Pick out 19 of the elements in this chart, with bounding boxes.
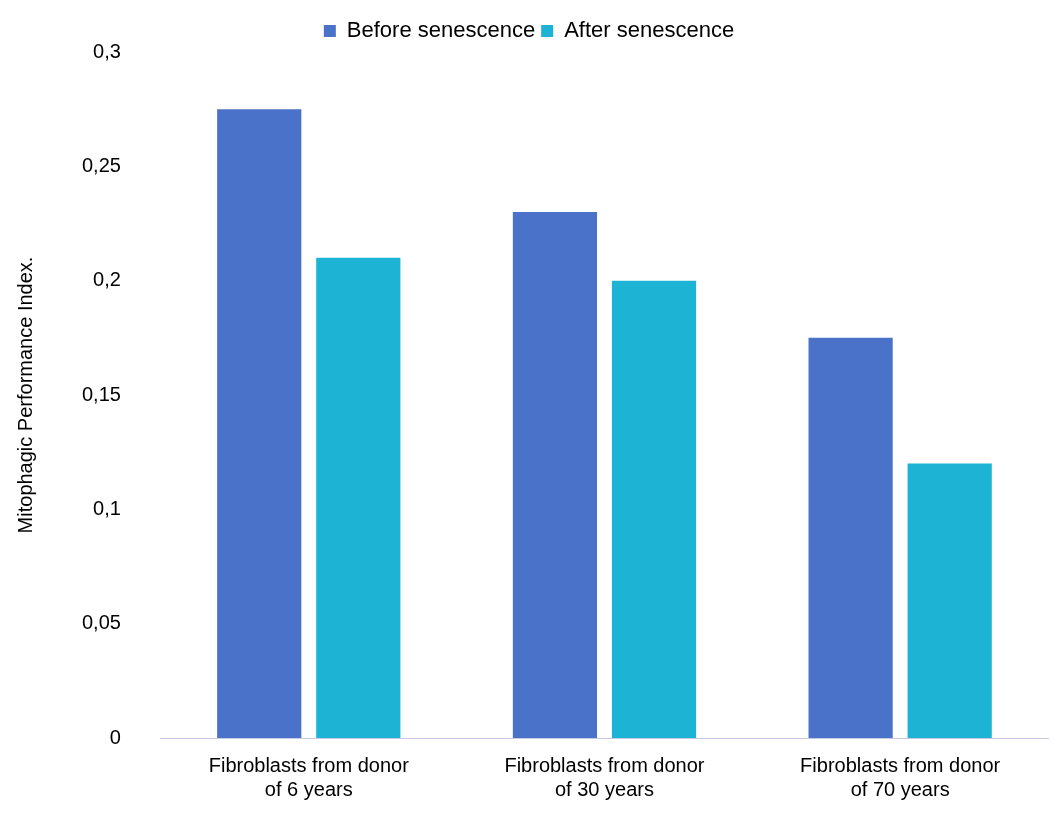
bar	[316, 257, 401, 738]
bar	[611, 280, 697, 738]
bar	[808, 337, 893, 738]
legend-label: After senescence	[564, 17, 735, 43]
y-tick-label: 0	[109, 725, 121, 748]
y-tick-label: 0,2	[93, 268, 121, 291]
y-tick-label: 0,25	[81, 153, 121, 176]
y-tick-label: 0,15	[81, 382, 121, 405]
y-axis-title: Mitophagic Performance Index.	[13, 256, 36, 534]
x-tick-label: Fibroblasts from donor of 70 years	[800, 753, 1001, 800]
bar	[217, 109, 302, 738]
y-tick-label: 0,3	[93, 39, 121, 62]
legend-label: Before senescence	[346, 17, 536, 43]
x-tick-label: Fibroblasts from donor of 6 years	[208, 753, 410, 800]
bar	[512, 212, 598, 738]
y-tick-label: 0,05	[81, 611, 121, 634]
bar	[907, 463, 992, 738]
y-tick-label: 0,1	[93, 496, 121, 519]
x-tick-label: Fibroblasts from donor of 30 years	[504, 753, 705, 800]
